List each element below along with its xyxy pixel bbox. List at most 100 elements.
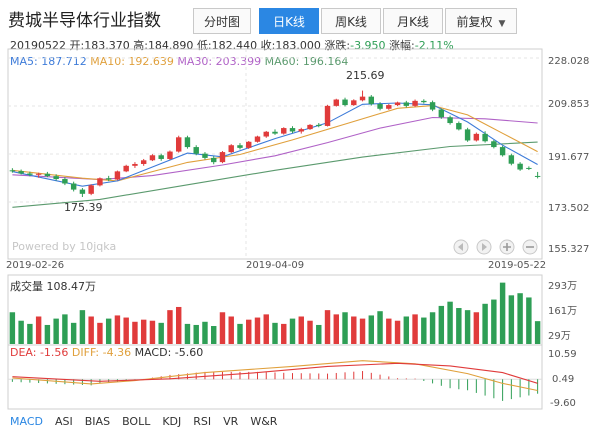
candlestick [464,127,471,142]
volume-tick: 161万 [548,306,577,317]
macd-panel [8,360,542,401]
candlestick [324,104,331,127]
tab-monthly-k[interactable]: 月K线 [383,8,443,34]
candle-body [9,170,16,172]
candlestick [298,127,304,134]
candle-body [35,173,42,175]
candlestick [70,181,77,192]
volume-bar [412,314,418,344]
volume-bar [342,312,348,344]
indicator-tab-asi[interactable]: ASI [54,415,73,428]
candlestick [447,115,453,125]
volume-bar [394,320,401,344]
candle-body [368,96,375,105]
candle-body [254,136,261,142]
tab-weekly-k[interactable]: 周K线 [321,8,381,34]
volume-bar [158,322,164,344]
candle-body [237,145,243,148]
candle-body [18,171,24,174]
candlestick [403,100,410,108]
macd-tick: 0.49 [552,374,574,385]
candlestick [246,140,252,149]
candle-body [114,171,121,180]
volume-bar [351,316,357,344]
volume-bar [526,297,532,344]
candlestick [79,188,86,198]
candlestick [342,97,348,107]
volume-bar [246,319,252,344]
indicator-tab-macd[interactable]: MACD [10,415,43,428]
candle-body [377,104,383,109]
macd-legend: DEA: -1.56 DIFF: -4.36 MACD: -5.60 [10,346,203,359]
price-tick: 191.677 [548,152,589,163]
volume-bar [403,316,410,344]
scroll-left-button[interactable] [453,239,469,255]
indicator-tab-kdj[interactable]: KDJ [162,415,182,428]
high-annotation: 215.69 [346,69,385,82]
tab-label: 日K线 [273,15,305,29]
date-tick: 2019-02-26 [6,260,64,271]
indicator-tab-rsi[interactable]: RSI [193,415,212,428]
candle-body [193,147,199,154]
tab-daily-k[interactable]: 日K线 [259,8,319,34]
volume-bar [140,319,147,344]
indicator-tab-vr[interactable]: VR [223,415,239,428]
date-tick: 2019-05-22 [488,260,546,271]
low-annotation: 175.39 [64,201,103,214]
macd-tick: -9.60 [550,398,576,409]
candlestick [140,158,147,166]
price-tick: 209.853 [548,99,589,110]
candle-body [123,165,129,172]
volume-bar [534,321,541,344]
tab-intraday[interactable]: 分时图 [193,8,251,34]
price-tick: 228.028 [548,56,589,67]
candle-body [333,99,339,106]
scroll-right-button[interactable] [476,239,492,255]
adjust-dropdown[interactable]: 前复权 ▼ [445,8,517,34]
volume-bar [79,310,86,344]
volume-bar [307,320,313,344]
volume-bar [456,308,462,344]
volume-bar [491,299,497,344]
candlestick [219,151,226,164]
candle-body [44,173,51,177]
candlestick [62,177,68,186]
candlestick [211,156,217,165]
candle-body [281,128,287,134]
candlesticks [9,90,541,198]
volume-bar [359,318,366,344]
page-title: 费城半导体行业指数 [8,11,161,31]
indicator-tab-bias[interactable]: BIAS [84,415,111,428]
candlestick [508,153,515,166]
nav-controls [453,239,538,255]
volume-bar [44,324,51,344]
volume-bar [35,316,42,344]
indicator-tab-wr[interactable]: W&R [250,415,278,428]
candle-body [508,155,515,164]
candle-body [272,131,278,134]
candlestick [202,152,208,160]
candlestick [289,126,296,134]
volume-bars [9,282,541,344]
candlestick [44,171,51,178]
zoom-in-button[interactable] [499,239,515,255]
candle-body [175,137,182,152]
candle-body [429,102,436,110]
zoom-out-button[interactable] [522,239,538,255]
candlestick [97,177,103,187]
candlestick [534,171,541,179]
volume-bar [368,315,375,344]
volume-bar [482,303,488,344]
volume-bar [298,316,304,344]
candle-body [246,141,252,148]
candlestick [438,108,445,119]
candlestick [281,127,287,135]
volume-bar [254,317,261,344]
indicator-tab-boll[interactable]: BOLL [122,415,151,428]
candle-body [97,178,103,186]
volume-bar [316,324,322,344]
candlestick [386,104,392,110]
candlestick [18,169,24,175]
candle-body [211,157,217,163]
indicator-tabs: MACD ASI BIAS BOLL KDJ RSI VR W&R [10,415,289,428]
